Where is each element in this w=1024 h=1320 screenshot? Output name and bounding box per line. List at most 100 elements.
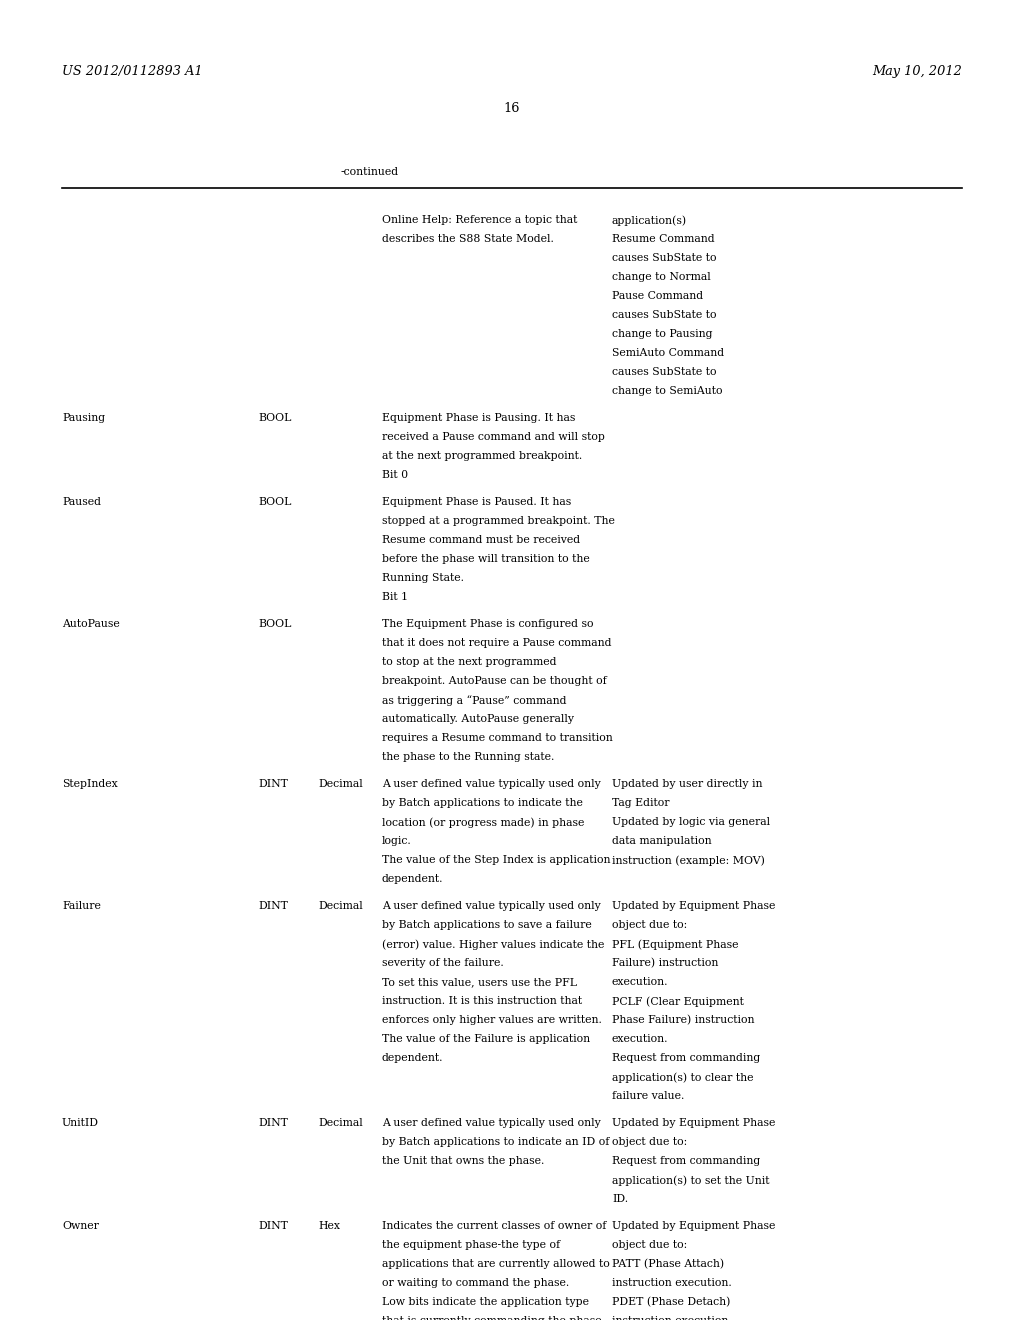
Text: AutoPause: AutoPause <box>62 619 120 630</box>
Text: The Equipment Phase is configured so: The Equipment Phase is configured so <box>382 619 594 630</box>
Text: PCLF (Clear Equipment: PCLF (Clear Equipment <box>612 997 743 1007</box>
Text: instruction execution.: instruction execution. <box>612 1316 732 1320</box>
Text: DINT: DINT <box>258 1221 288 1232</box>
Text: Resume command must be received: Resume command must be received <box>382 535 581 545</box>
Text: object due to:: object due to: <box>612 920 687 931</box>
Text: Decimal: Decimal <box>318 1118 362 1129</box>
Text: location (or progress made) in phase: location (or progress made) in phase <box>382 817 585 828</box>
Text: change to Pausing: change to Pausing <box>612 329 713 339</box>
Text: application(s): application(s) <box>612 215 687 226</box>
Text: Pause Command: Pause Command <box>612 290 703 301</box>
Text: causes SubState to: causes SubState to <box>612 310 717 319</box>
Text: instruction (example: MOV): instruction (example: MOV) <box>612 855 765 866</box>
Text: Decimal: Decimal <box>318 779 362 789</box>
Text: PDET (Phase Detach): PDET (Phase Detach) <box>612 1298 730 1307</box>
Text: Owner: Owner <box>62 1221 99 1232</box>
Text: the phase to the Running state.: the phase to the Running state. <box>382 752 554 762</box>
Text: Updated by Equipment Phase: Updated by Equipment Phase <box>612 902 775 911</box>
Text: Tag Editor: Tag Editor <box>612 799 670 808</box>
Text: Request from commanding: Request from commanding <box>612 1053 760 1063</box>
Text: DINT: DINT <box>258 1118 288 1129</box>
Text: applications that are currently allowed to: applications that are currently allowed … <box>382 1259 609 1269</box>
Text: Bit 1: Bit 1 <box>382 591 409 602</box>
Text: by Batch applications to indicate the: by Batch applications to indicate the <box>382 799 583 808</box>
Text: automatically. AutoPause generally: automatically. AutoPause generally <box>382 714 574 723</box>
Text: object due to:: object due to: <box>612 1239 687 1250</box>
Text: US 2012/0112893 A1: US 2012/0112893 A1 <box>62 66 203 78</box>
Text: Hex: Hex <box>318 1221 340 1232</box>
Text: execution.: execution. <box>612 1034 669 1044</box>
Text: change to SemiAuto: change to SemiAuto <box>612 385 723 396</box>
Text: that is currently commanding the phase.: that is currently commanding the phase. <box>382 1316 605 1320</box>
Text: stopped at a programmed breakpoint. The: stopped at a programmed breakpoint. The <box>382 516 614 525</box>
Text: -continued: -continued <box>341 168 399 177</box>
Text: Updated by Equipment Phase: Updated by Equipment Phase <box>612 1221 775 1232</box>
Text: DINT: DINT <box>258 779 288 789</box>
Text: the Unit that owns the phase.: the Unit that owns the phase. <box>382 1156 545 1166</box>
Text: that it does not require a Pause command: that it does not require a Pause command <box>382 638 611 648</box>
Text: data manipulation: data manipulation <box>612 836 712 846</box>
Text: UnitID: UnitID <box>62 1118 99 1129</box>
Text: object due to:: object due to: <box>612 1137 687 1147</box>
Text: BOOL: BOOL <box>258 498 292 507</box>
Text: Online Help: Reference a topic that: Online Help: Reference a topic that <box>382 215 578 224</box>
Text: logic.: logic. <box>382 836 412 846</box>
Text: dependent.: dependent. <box>382 874 443 884</box>
Text: PFL (Equipment Phase: PFL (Equipment Phase <box>612 939 738 949</box>
Text: enforces only higher values are written.: enforces only higher values are written. <box>382 1015 602 1026</box>
Text: application(s) to clear the: application(s) to clear the <box>612 1072 754 1082</box>
Text: PATT (Phase Attach): PATT (Phase Attach) <box>612 1259 724 1270</box>
Text: Low bits indicate the application type: Low bits indicate the application type <box>382 1298 589 1307</box>
Text: Indicates the current classes of owner of: Indicates the current classes of owner o… <box>382 1221 606 1232</box>
Text: requires a Resume command to transition: requires a Resume command to transition <box>382 733 612 743</box>
Text: A user defined value typically used only: A user defined value typically used only <box>382 779 601 789</box>
Text: Running State.: Running State. <box>382 573 464 583</box>
Text: DINT: DINT <box>258 902 288 911</box>
Text: the equipment phase-the type of: the equipment phase-the type of <box>382 1239 560 1250</box>
Text: May 10, 2012: May 10, 2012 <box>872 66 962 78</box>
Text: Equipment Phase is Paused. It has: Equipment Phase is Paused. It has <box>382 498 571 507</box>
Text: breakpoint. AutoPause can be thought of: breakpoint. AutoPause can be thought of <box>382 676 607 686</box>
Text: dependent.: dependent. <box>382 1053 443 1063</box>
Text: by Batch applications to save a failure: by Batch applications to save a failure <box>382 920 592 931</box>
Text: Updated by user directly in: Updated by user directly in <box>612 779 763 789</box>
Text: BOOL: BOOL <box>258 413 292 422</box>
Text: received a Pause command and will stop: received a Pause command and will stop <box>382 432 605 442</box>
Text: Updated by logic via general: Updated by logic via general <box>612 817 770 828</box>
Text: ID.: ID. <box>612 1195 628 1204</box>
Text: failure value.: failure value. <box>612 1092 684 1101</box>
Text: Paused: Paused <box>62 498 101 507</box>
Text: causes SubState to: causes SubState to <box>612 253 717 263</box>
Text: Updated by Equipment Phase: Updated by Equipment Phase <box>612 1118 775 1129</box>
Text: by Batch applications to indicate an ID of: by Batch applications to indicate an ID … <box>382 1137 609 1147</box>
Text: The value of the Step Index is application: The value of the Step Index is applicati… <box>382 855 610 865</box>
Text: (error) value. Higher values indicate the: (error) value. Higher values indicate th… <box>382 939 604 949</box>
Text: Phase Failure) instruction: Phase Failure) instruction <box>612 1015 755 1026</box>
Text: severity of the failure.: severity of the failure. <box>382 958 504 968</box>
Text: to stop at the next programmed: to stop at the next programmed <box>382 657 556 667</box>
Text: The value of the Failure is application: The value of the Failure is application <box>382 1034 590 1044</box>
Text: SemiAuto Command: SemiAuto Command <box>612 348 724 358</box>
Text: Equipment Phase is Pausing. It has: Equipment Phase is Pausing. It has <box>382 413 575 422</box>
Text: application(s) to set the Unit: application(s) to set the Unit <box>612 1175 769 1185</box>
Text: 16: 16 <box>504 102 520 115</box>
Text: Failure) instruction: Failure) instruction <box>612 958 719 969</box>
Text: Decimal: Decimal <box>318 902 362 911</box>
Text: A user defined value typically used only: A user defined value typically used only <box>382 1118 601 1129</box>
Text: as triggering a “Pause” command: as triggering a “Pause” command <box>382 696 566 706</box>
Text: instruction. It is this instruction that: instruction. It is this instruction that <box>382 997 582 1006</box>
Text: Pausing: Pausing <box>62 413 105 422</box>
Text: at the next programmed breakpoint.: at the next programmed breakpoint. <box>382 451 583 461</box>
Text: describes the S88 State Model.: describes the S88 State Model. <box>382 234 554 244</box>
Text: A user defined value typically used only: A user defined value typically used only <box>382 902 601 911</box>
Text: instruction execution.: instruction execution. <box>612 1278 732 1288</box>
Text: BOOL: BOOL <box>258 619 292 630</box>
Text: Resume Command: Resume Command <box>612 234 715 244</box>
Text: Request from commanding: Request from commanding <box>612 1156 760 1166</box>
Text: Bit 0: Bit 0 <box>382 470 409 480</box>
Text: To set this value, users use the PFL: To set this value, users use the PFL <box>382 977 577 987</box>
Text: StepIndex: StepIndex <box>62 779 118 789</box>
Text: Failure: Failure <box>62 902 101 911</box>
Text: causes SubState to: causes SubState to <box>612 367 717 378</box>
Text: or waiting to command the phase.: or waiting to command the phase. <box>382 1278 569 1288</box>
